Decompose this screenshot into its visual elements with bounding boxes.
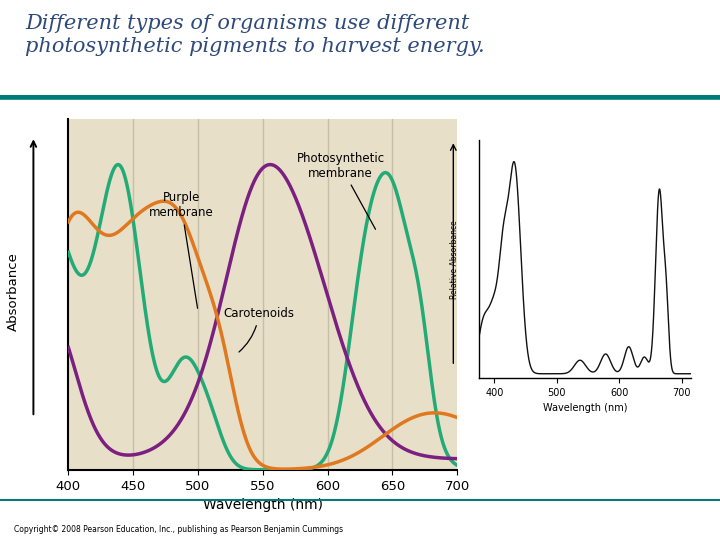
Text: Photosynthetic
membrane: Photosynthetic membrane [297, 152, 384, 230]
Text: Absorbance: Absorbance [6, 252, 19, 331]
Text: Different types of organisms use different
photosynthetic pigments to harvest en: Different types of organisms use differe… [25, 14, 485, 56]
Text: Carotenoids: Carotenoids [223, 307, 294, 352]
Text: Copyright© 2008 Pearson Education, Inc., publishing as Pearson Benjamin Cummings: Copyright© 2008 Pearson Education, Inc.,… [14, 524, 343, 534]
X-axis label: Wavelength (nm): Wavelength (nm) [543, 403, 627, 413]
Text: Purple
membrane: Purple membrane [149, 192, 214, 308]
X-axis label: Wavelength (nm): Wavelength (nm) [203, 498, 323, 512]
Y-axis label: Relative Absorbance: Relative Absorbance [450, 220, 459, 299]
